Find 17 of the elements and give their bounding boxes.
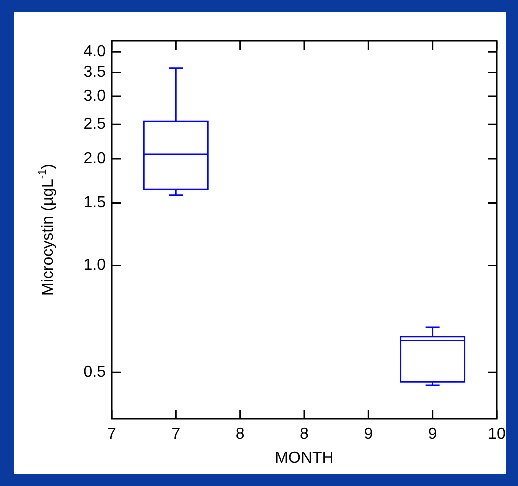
x-tick-label: 7 bbox=[108, 426, 117, 444]
y-axis-title: Microcystin (µgL-1) bbox=[37, 164, 57, 296]
x-tick-label: 8 bbox=[236, 426, 245, 444]
x-axis-title: MONTH bbox=[275, 450, 334, 467]
x-tick-label: 9 bbox=[364, 426, 374, 444]
x-tick-label: 7 bbox=[172, 426, 181, 444]
y-tick-label: 0.5 bbox=[84, 364, 106, 382]
y-tick-label: 1.0 bbox=[84, 257, 106, 274]
y-tick-label: 2.5 bbox=[84, 116, 106, 133]
x-tick-label: 8 bbox=[300, 426, 310, 444]
y-tick-label: 1.5 bbox=[84, 194, 106, 212]
x-tick-label: 9 bbox=[428, 426, 438, 444]
y-tick-label: 3.5 bbox=[84, 64, 106, 82]
y-tick-label: 3.0 bbox=[84, 88, 106, 105]
x-tick-label: 10 bbox=[488, 426, 506, 444]
y-tick-label: 2.0 bbox=[84, 150, 106, 168]
y-tick-label: 4.0 bbox=[84, 44, 106, 61]
